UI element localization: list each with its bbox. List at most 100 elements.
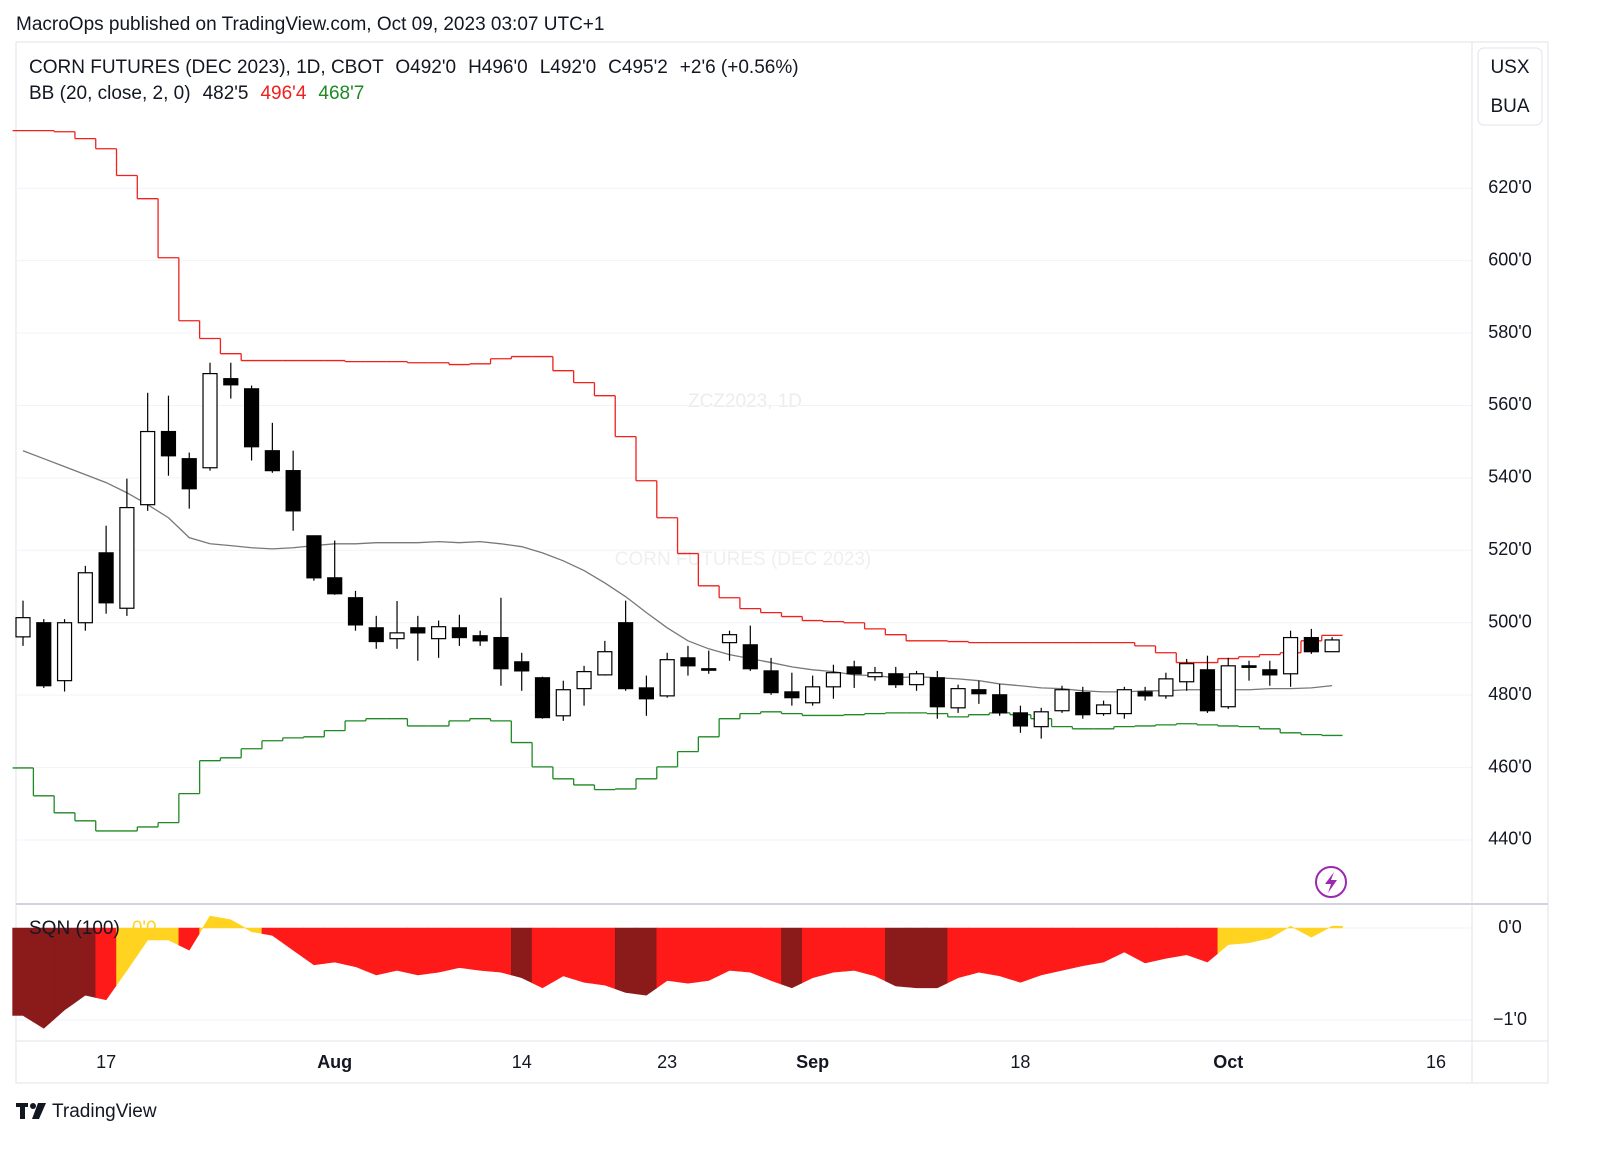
sqn-area [1196, 927, 1219, 963]
candle-body [431, 626, 447, 640]
sqn-area [469, 927, 491, 972]
candle-body [659, 659, 675, 697]
candle-body [77, 572, 93, 624]
sqn-area [988, 927, 1011, 980]
sqn-name: SQN (100) [29, 918, 120, 939]
indicator-value: 468'7 [318, 83, 364, 104]
sqn-area [698, 927, 720, 983]
sqn-area [614, 927, 637, 995]
x-tick-label: 16 [1426, 1052, 1446, 1072]
candle-body [1033, 711, 1049, 728]
candle-body [992, 694, 1008, 714]
sqn-area [427, 927, 450, 974]
sqn-value: 0'0 [132, 918, 157, 939]
sqn-area [261, 927, 284, 944]
sqn-area [718, 927, 741, 976]
candle-body [805, 686, 821, 704]
sqn-area [1259, 927, 1281, 941]
band-basis [22, 450, 1333, 693]
y-tick-label: 460'0 [1488, 756, 1531, 776]
sqn-area [1321, 925, 1343, 933]
sqn-area [1072, 927, 1094, 969]
sqn-area [490, 927, 512, 976]
candle-body [285, 470, 301, 512]
sqn-area [1051, 927, 1073, 974]
candle-body [867, 672, 883, 678]
candle-body [1012, 712, 1029, 727]
sqn-area [116, 927, 138, 987]
candle-body [1158, 678, 1174, 697]
sqn-area [1155, 927, 1177, 962]
y-tick-label: 440'0 [1488, 829, 1531, 849]
candle-body [576, 671, 592, 690]
brand-name: TradingView [52, 1101, 157, 1122]
x-tick-label: 23 [657, 1052, 677, 1072]
sqn-area [1279, 925, 1302, 933]
sqn-area [12, 927, 34, 1023]
x-tick-label: 17 [96, 1052, 116, 1072]
sqn-area [157, 927, 180, 946]
indicator-name: BB (20, close, 2, 0) [29, 83, 191, 104]
chart-frame [15, 41, 1549, 1084]
brand-logo [16, 1103, 46, 1119]
candle-body [327, 577, 343, 595]
currency-label[interactable]: USX [1490, 57, 1529, 78]
y-tick-label: 580'0 [1488, 322, 1531, 342]
x-tick-label: 14 [512, 1052, 532, 1072]
sqn-area [801, 927, 824, 984]
logo-part [32, 1103, 46, 1119]
sqn-area [386, 927, 408, 974]
sqn-area [947, 927, 969, 984]
candle-body [950, 688, 966, 709]
candle-body [1199, 669, 1216, 712]
unit-label[interactable]: BUA [1490, 96, 1529, 117]
sqn-area [656, 927, 678, 989]
y-tick-label: 520'0 [1488, 539, 1531, 559]
alert-icon[interactable] [1315, 866, 1347, 898]
sqn-area [95, 927, 117, 1001]
candle-body [1116, 689, 1132, 715]
y-tick-label: 480'0 [1488, 684, 1531, 704]
candle-body [1324, 639, 1340, 653]
watermark-name: CORN FUTURES (DEC 2023) [615, 549, 872, 570]
candle-body [701, 668, 717, 671]
candle-body [680, 657, 696, 667]
x-tick-label: 18 [1010, 1052, 1030, 1072]
y-tick-label: 500'0 [1488, 611, 1531, 631]
y-tick-label: 620'0 [1488, 177, 1531, 197]
sqn-area [1030, 927, 1052, 980]
sqn-area [781, 927, 803, 989]
watermark-symbol: ZCZ2023, 1D [688, 391, 802, 412]
sqn-area [344, 927, 367, 972]
candle-body [1262, 669, 1278, 676]
sqn-area [677, 927, 699, 984]
candle-body [1303, 636, 1319, 653]
candle-body [534, 677, 551, 719]
sqn-area [1009, 927, 1032, 983]
sqn-area [1238, 927, 1260, 944]
ohlc-value: O492'0 [395, 57, 456, 78]
candle-body [140, 430, 156, 506]
sqn-area [53, 927, 76, 1020]
candle-body [202, 373, 218, 469]
sqn-area [282, 927, 304, 959]
sqn-area [324, 927, 346, 965]
candle-body [451, 627, 467, 639]
ohlc-value: H496'0 [468, 57, 528, 78]
unit-box[interactable] [1477, 47, 1543, 126]
sqn-area [635, 927, 658, 996]
candle-body [888, 673, 904, 686]
candle-body [119, 506, 135, 609]
candle-body [223, 378, 239, 386]
sqn-area [885, 927, 907, 988]
published-note: MacroOps published on TradingView.com, O… [16, 14, 604, 35]
candle-body [264, 450, 280, 472]
overlay-layer: 440'0 460'0 480'0 500'0 520'0 540'0 560'0 580'0… [29, 57, 1532, 1072]
candle-body [306, 535, 322, 579]
sqn-area [739, 927, 761, 977]
alert-bolt[interactable] [1325, 872, 1337, 893]
change-value: +2'6 (+0.56%) [680, 57, 799, 78]
candle-body [721, 634, 738, 644]
candle-body [514, 661, 530, 672]
